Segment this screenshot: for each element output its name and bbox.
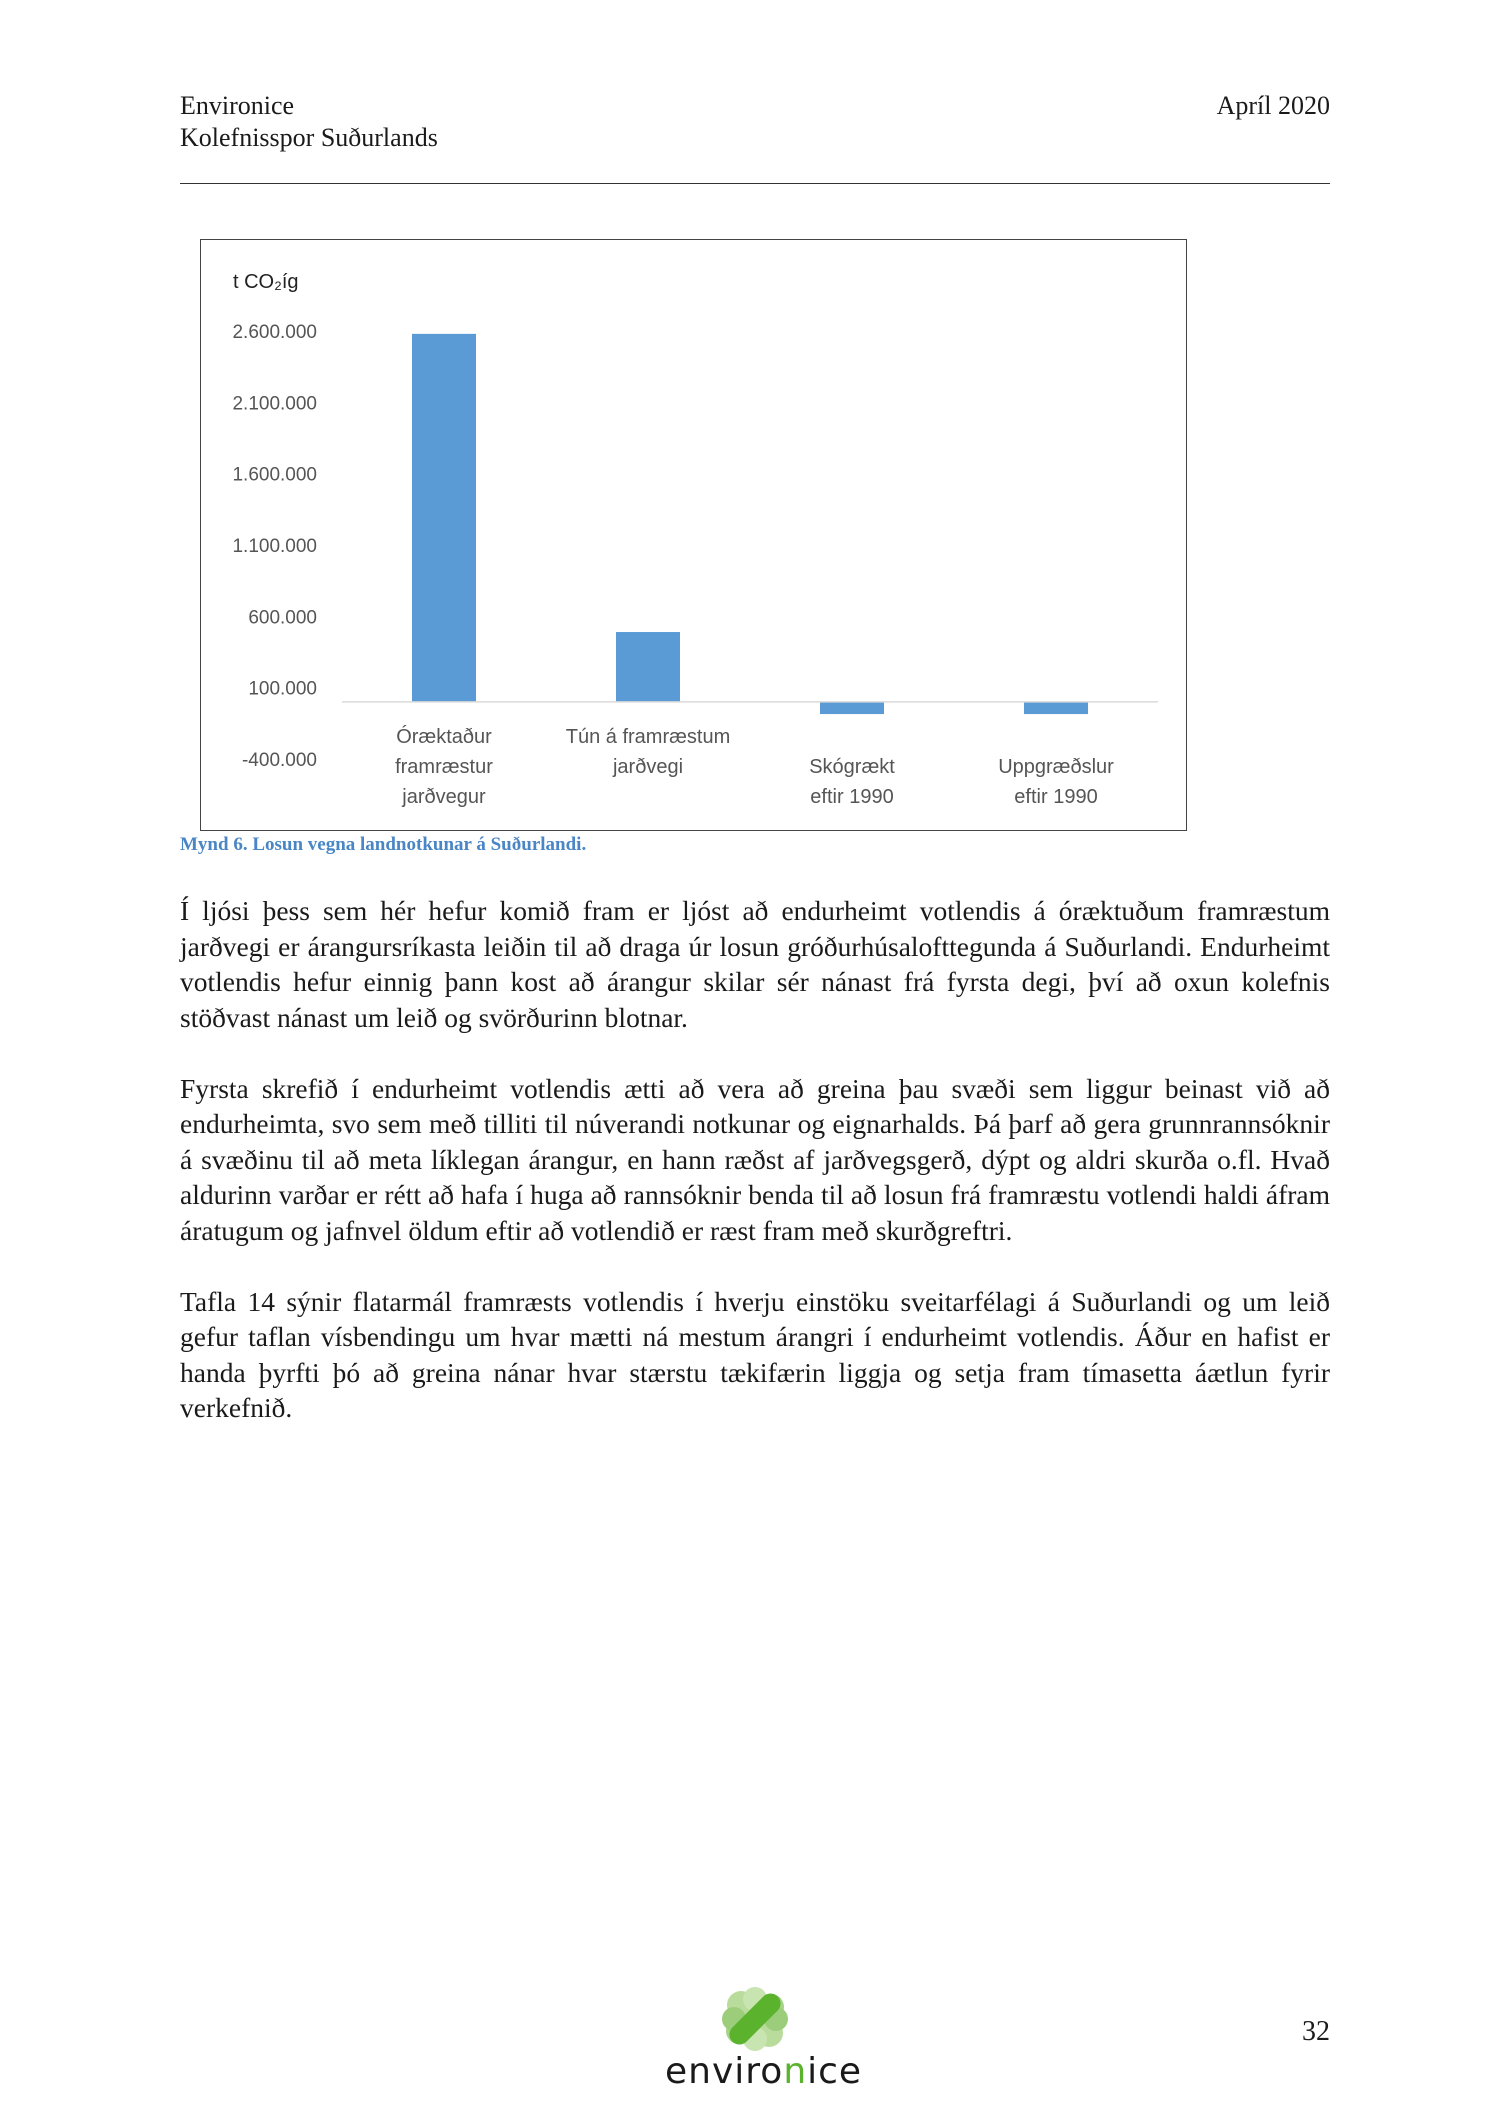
x-tick-label: jarðvegi [612, 756, 683, 778]
header-org: Environice [180, 91, 295, 120]
bar [820, 701, 884, 715]
page-number: 32 [1302, 2016, 1330, 2047]
bar [1024, 701, 1088, 715]
x-tick-label: jarðvegur [401, 786, 486, 808]
y-tick-label: 1.600.000 [232, 465, 317, 486]
y-tick-label: 2.100.000 [232, 393, 317, 414]
header-left: Environice Kolefnisspor Suðurlands [180, 90, 438, 154]
x-tick-label: eftir 1990 [1014, 786, 1097, 808]
chart-frame: t CO₂íg 2.600.000 2.100.000 1.600.000 1.100.… [200, 239, 1187, 831]
header-rule [180, 183, 1330, 184]
bar [412, 333, 476, 702]
x-tick-label: Tún á framræstum [566, 726, 730, 748]
logo-wordmark: environice [665, 2051, 863, 2092]
y-tick-label: 600.000 [248, 607, 317, 628]
header-date: Apríl 2020 [1216, 91, 1330, 120]
figure-caption: Mynd 6. Losun vegna landnotkunar á Suður… [180, 834, 587, 855]
y-tick-label: 100.000 [248, 679, 317, 700]
bar-chart: t CO₂íg 2.600.000 2.100.000 1.600.000 1.100.… [232, 271, 1158, 808]
x-tick-label: Skógrækt [809, 756, 895, 778]
x-tick-label: Uppgræðslur [998, 756, 1114, 778]
y-tick-label: 2.600.000 [232, 322, 317, 343]
y-axis-label: t CO₂íg [233, 271, 299, 293]
paragraph: Tafla 14 sýnir flatarmál framræsts votle… [180, 1285, 1330, 1424]
bar [616, 632, 680, 702]
clover-icon [722, 1987, 788, 2051]
x-tick-label: eftir 1990 [810, 786, 893, 808]
paragraph: Fyrsta skrefið í endurheimt votlendis æt… [180, 1072, 1330, 1246]
header-subtitle: Kolefnisspor Suðurlands [180, 123, 438, 152]
x-tick-label: Óræktaður [396, 725, 492, 748]
y-tick-label: 1.100.000 [232, 536, 317, 557]
x-tick-label: framræstur [395, 756, 493, 778]
environice-logo: environice [665, 1985, 863, 2100]
paragraph: Í ljósi þess sem hér hefur komið fram er… [180, 895, 1330, 1033]
y-tick-label: -400.000 [242, 750, 317, 771]
body-text: Í ljósi þess sem hér hefur komið fram er… [180, 893, 1330, 1461]
